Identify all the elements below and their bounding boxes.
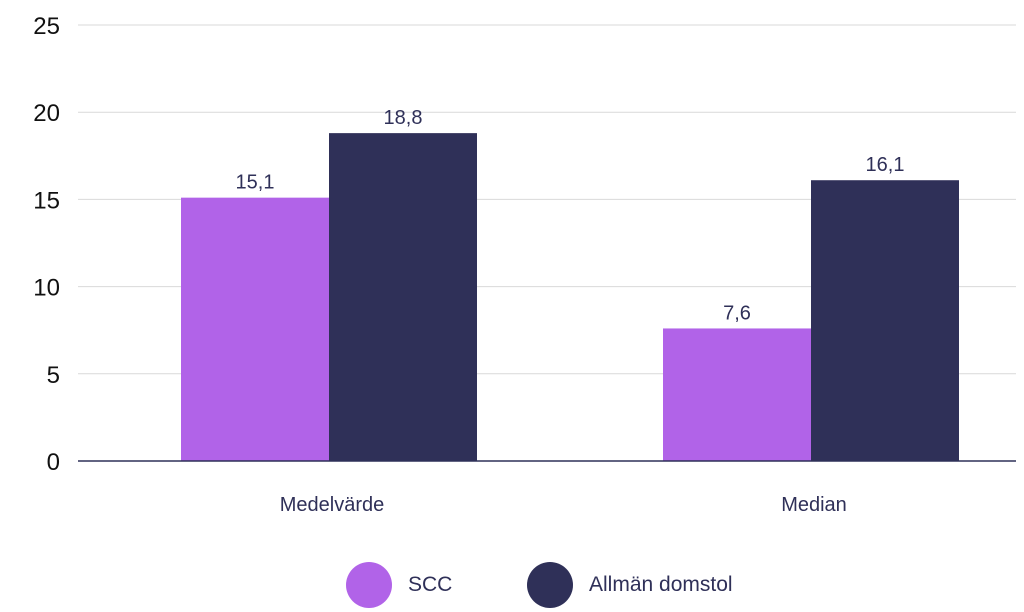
legend-item-allman-domstol: Allmän domstol (527, 562, 733, 608)
legend-swatch-allman-domstol (527, 562, 573, 608)
bar (329, 133, 477, 462)
y-tick-label: 15 (33, 187, 60, 214)
data-label: 7,6 (723, 302, 751, 324)
bar (181, 197, 329, 461)
y-tick-label: 5 (47, 362, 60, 389)
bar-chart: 0 5 10 15 20 25 15,1 18,8 Medelvärde 7,6 16,1 Media… (33, 13, 1016, 516)
x-category-label: Median (781, 494, 847, 516)
legend: SCC Allmän domstol (0, 562, 1024, 612)
y-tick-label: 20 (33, 100, 60, 127)
legend-item-scc: SCC (346, 562, 452, 608)
y-tick-label: 10 (33, 275, 60, 302)
legend-swatch-scc (346, 562, 392, 608)
data-label: 18,8 (384, 107, 423, 129)
bar (663, 328, 811, 461)
y-tick-label: 25 (33, 13, 60, 40)
bar (811, 180, 959, 461)
data-label: 15,1 (236, 172, 275, 194)
legend-label-allman-domstol: Allmän domstol (589, 573, 733, 596)
x-category-label: Medelvärde (280, 494, 385, 516)
y-tick-label: 0 (47, 449, 60, 476)
legend-label-scc: SCC (408, 573, 453, 596)
data-label: 16,1 (866, 154, 905, 176)
